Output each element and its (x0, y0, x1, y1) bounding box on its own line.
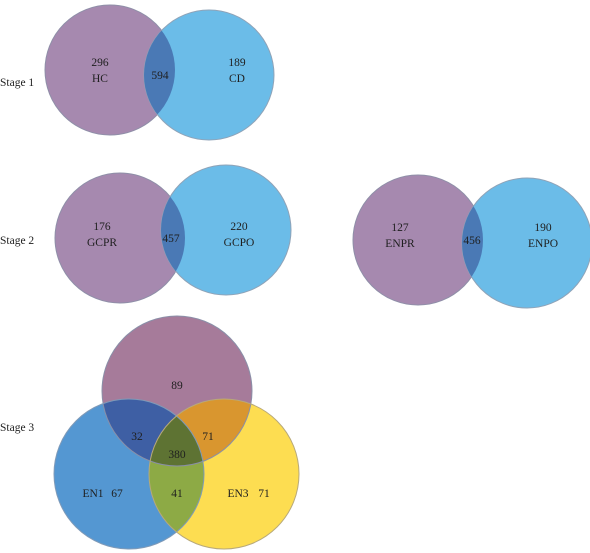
enpo-count: 190 (534, 222, 552, 234)
circle-en1-outline (53, 398, 205, 550)
top-only-count: 89 (171, 380, 183, 392)
enpr-enpo-overlap: 456 (463, 235, 481, 247)
en1-name: EN1 (82, 488, 103, 500)
gcpo-name: GCPO (224, 237, 255, 249)
gcpo-count: 220 (230, 221, 248, 233)
en1-en3-count: 41 (171, 488, 183, 500)
enpo-name: ENPO (528, 238, 558, 250)
top-en3-count: 71 (202, 431, 214, 443)
venn-stage-3: Stage 3 89 32 71 380 EN1 67 41 EN3 71 (0, 315, 300, 550)
en3-name: EN3 (227, 488, 248, 500)
en3-only-count: 71 (258, 488, 270, 500)
enpr-count: 127 (391, 222, 409, 234)
hc-cd-overlap: 594 (151, 70, 169, 82)
hc-name: HC (92, 73, 108, 85)
cd-count: 189 (228, 57, 246, 69)
gcpr-count: 176 (93, 221, 111, 233)
venn-stage-1: Stage 1 296 HC 594 189 CD (0, 4, 275, 141)
gcpr-gcpo-overlap: 457 (162, 233, 180, 245)
gcpr-name: GCPR (87, 237, 117, 249)
center-count: 380 (168, 449, 186, 461)
stage-3-label: Stage 3 (0, 422, 34, 434)
en1-only-count: 67 (111, 488, 123, 500)
top-en1-count: 32 (131, 431, 143, 443)
enpr-name: ENPR (385, 238, 415, 250)
circle-en3-outline (148, 398, 300, 550)
circle-top-outline (101, 315, 253, 467)
stage-2-label: Stage 2 (0, 235, 34, 247)
stage-1-label: Stage 1 (0, 77, 34, 89)
overlap-all-three (149, 399, 204, 466)
cd-name: CD (229, 73, 245, 85)
venn-stage-2-en: 127 ENPR 456 190 ENPO (352, 174, 590, 309)
hc-count: 296 (91, 57, 109, 69)
venn-stage-2-gc: Stage 2 176 GCPR 457 220 GCPO (0, 164, 292, 304)
